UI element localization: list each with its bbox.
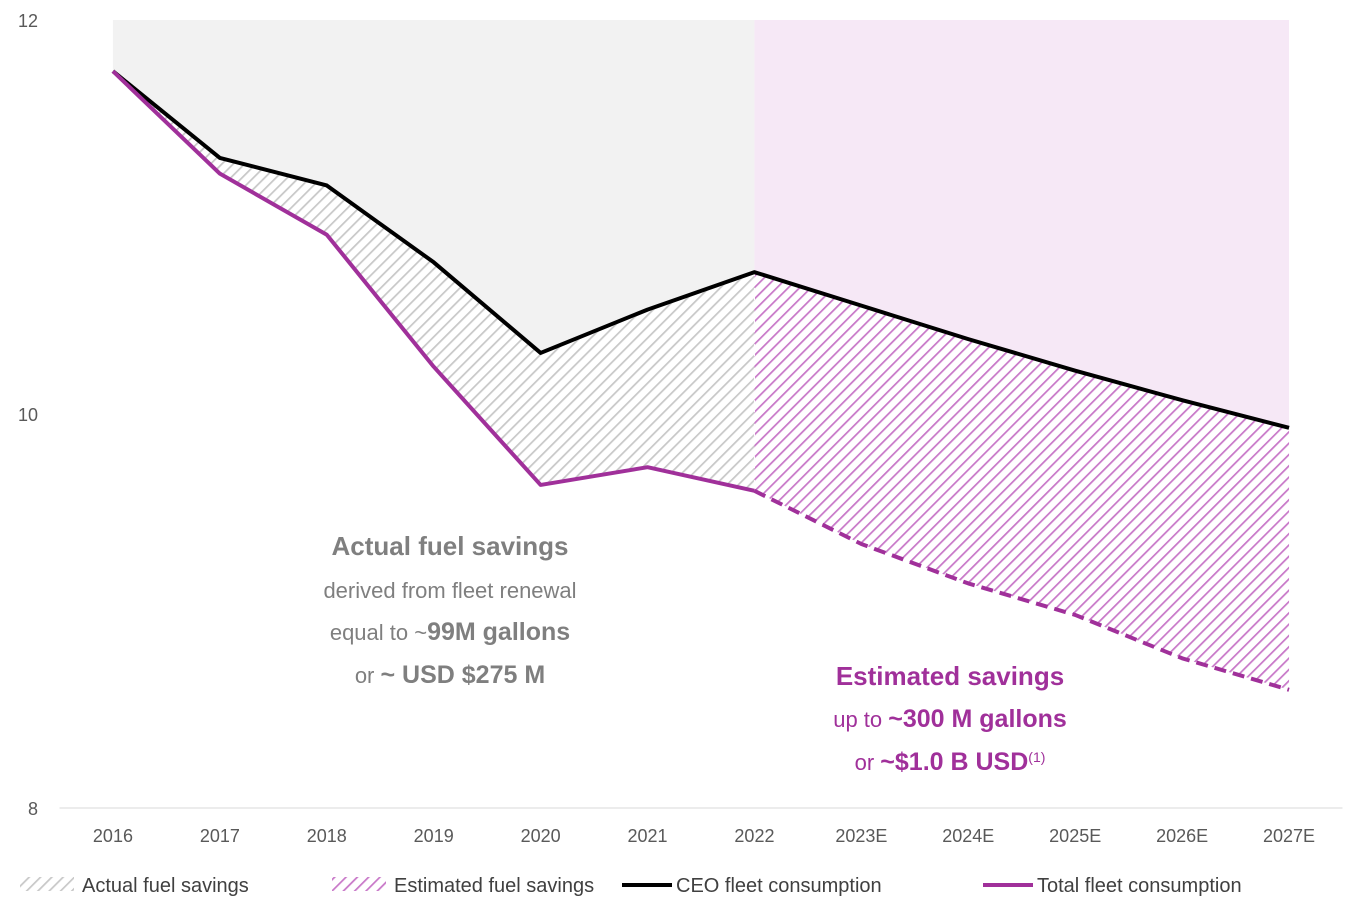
x-tick-label: 2026E bbox=[1156, 826, 1208, 846]
annotation-part: or bbox=[855, 750, 881, 775]
y-tick-label: 12 bbox=[18, 11, 38, 31]
x-tick-label: 2023E bbox=[835, 826, 887, 846]
legend-label: Total fleet consumption bbox=[1037, 875, 1242, 897]
x-tick-label: 2027E bbox=[1263, 826, 1315, 846]
region-background bbox=[112, 20, 755, 353]
annotation-part: up to bbox=[833, 707, 888, 732]
legend-label: Actual fuel savings bbox=[82, 875, 249, 897]
x-tick-label: 2022 bbox=[734, 826, 774, 846]
annotation: Actual fuel savings bbox=[332, 531, 569, 561]
x-tick-label: 2020 bbox=[521, 826, 561, 846]
annotation: or ~$1.0 B USD(1) bbox=[855, 748, 1046, 776]
annotation-part: (1) bbox=[1028, 749, 1045, 765]
annotation: Estimated savings bbox=[836, 661, 1064, 691]
annotation-part: ~$1.0 B USD bbox=[880, 748, 1028, 776]
savings-area bbox=[754, 272, 1290, 690]
x-tick-label: 2021 bbox=[628, 826, 668, 846]
legend-label: Estimated fuel savings bbox=[394, 875, 594, 897]
annotation-part: or bbox=[355, 663, 381, 688]
legend-swatch bbox=[332, 877, 386, 891]
x-tick-label: 2025E bbox=[1049, 826, 1101, 846]
x-tick-label: 2024E bbox=[942, 826, 994, 846]
annotation-part: ~300 M gallons bbox=[888, 705, 1067, 733]
legend-label: CEO fleet consumption bbox=[676, 875, 882, 897]
annotation-part: derived from fleet renewal bbox=[323, 578, 576, 603]
y-tick-label: 8 bbox=[28, 799, 38, 819]
y-tick-label: 10 bbox=[18, 405, 38, 425]
annotation-part: equal to ~ bbox=[330, 620, 427, 645]
region-background bbox=[754, 20, 1290, 428]
annotation: or ~ USD $275 M bbox=[355, 661, 545, 689]
annotation: equal to ~99M gallons bbox=[330, 618, 570, 646]
legend-swatch bbox=[20, 877, 74, 891]
x-tick-label: 2018 bbox=[307, 826, 347, 846]
x-tick-label: 2017 bbox=[200, 826, 240, 846]
annotation: up to ~300 M gallons bbox=[833, 705, 1067, 733]
annotation-part: 99M gallons bbox=[427, 618, 570, 646]
x-tick-label: 2019 bbox=[414, 826, 454, 846]
annotation-part: Estimated savings bbox=[836, 661, 1064, 691]
savings-area bbox=[112, 71, 755, 491]
series-line bbox=[111, 69, 1290, 430]
annotation-part: ~ USD $275 M bbox=[381, 661, 546, 689]
annotation: derived from fleet renewal bbox=[323, 578, 576, 603]
annotation-part: Actual fuel savings bbox=[332, 531, 569, 561]
x-tick-label: 2016 bbox=[93, 826, 133, 846]
series-line bbox=[111, 69, 1290, 692]
